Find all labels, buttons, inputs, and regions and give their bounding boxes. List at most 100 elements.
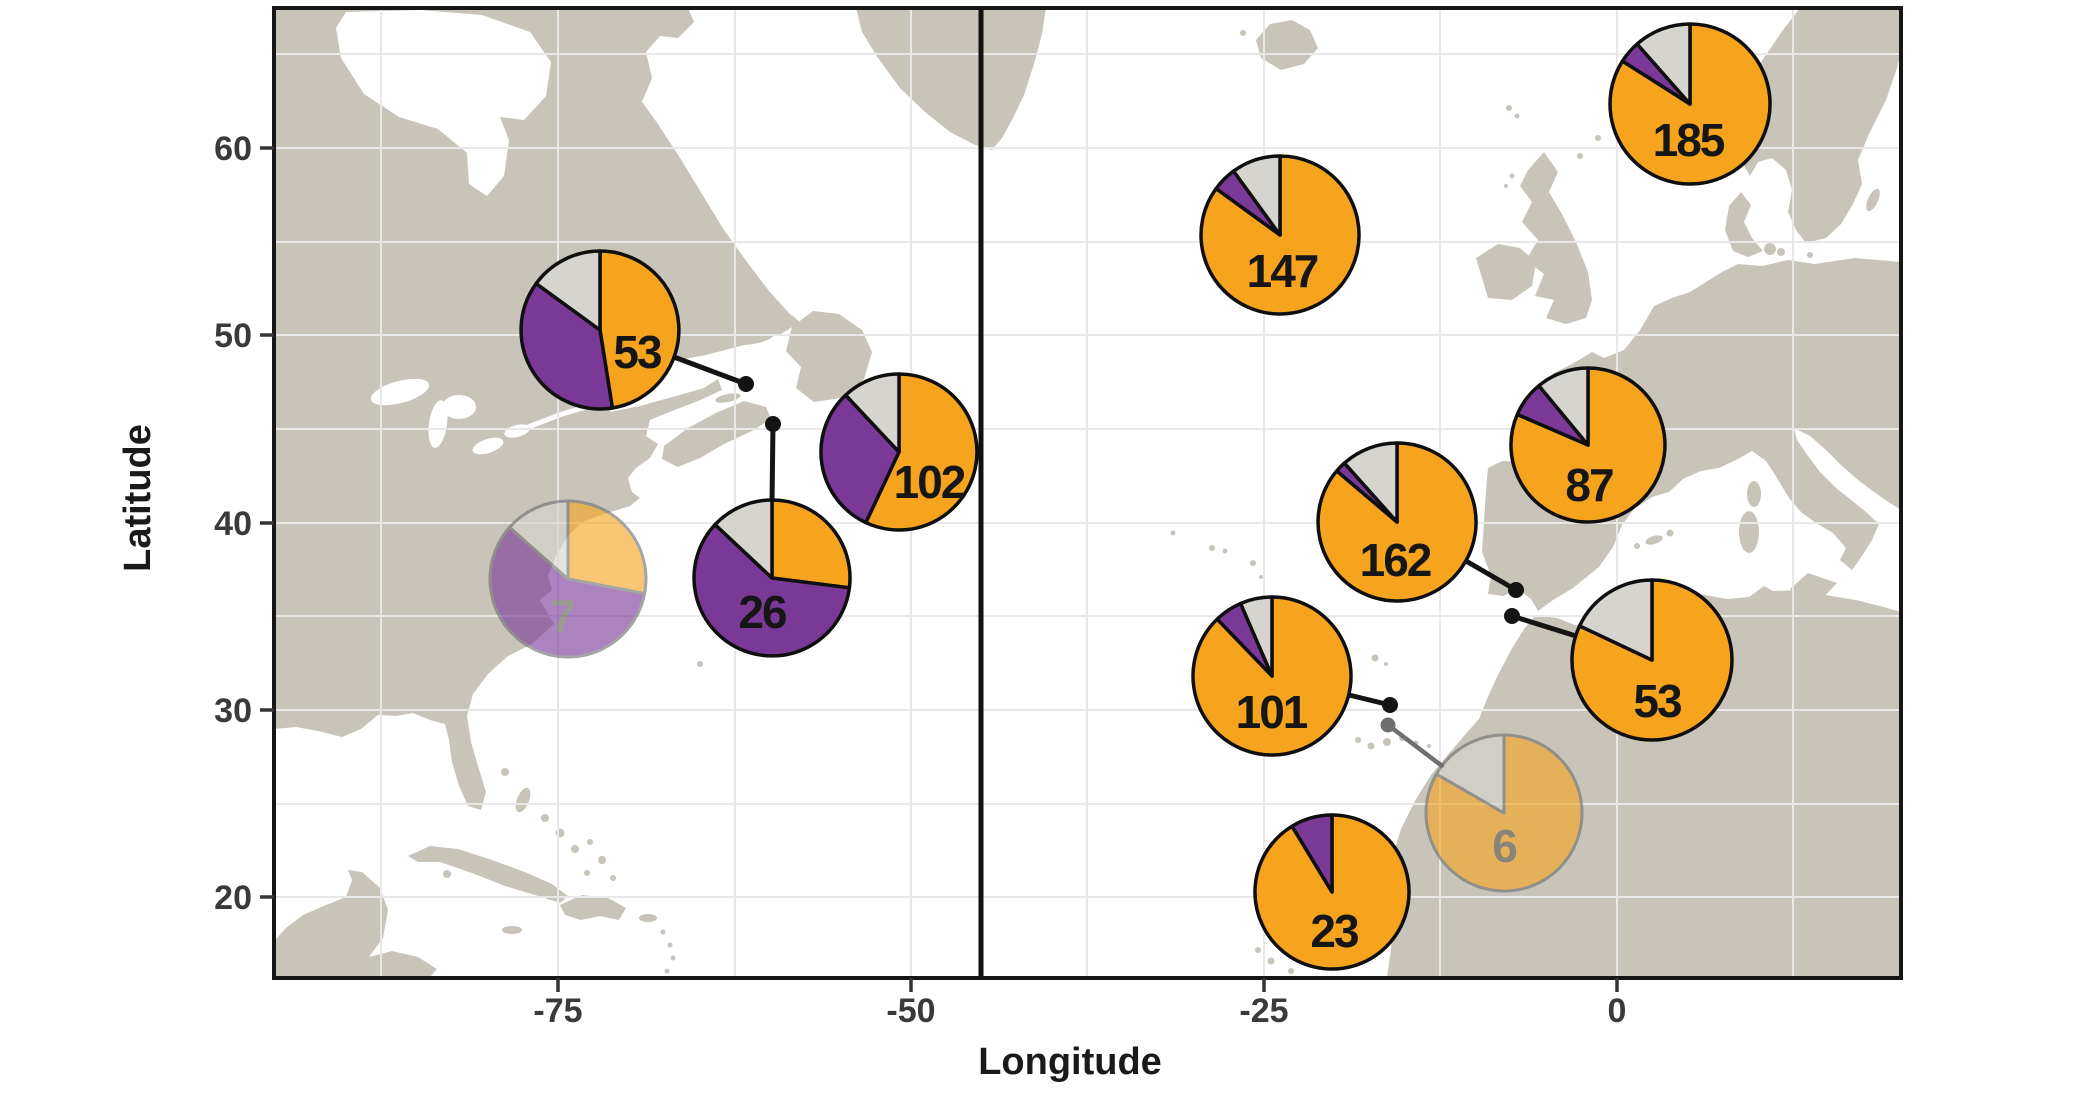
pie-count-label: 185 (1653, 114, 1725, 166)
pie-slice-purple (692, 522, 852, 658)
land-north-america (274, 8, 800, 810)
hudson-bay (336, 10, 551, 196)
antilles-3 (670, 955, 676, 961)
pie-23: 23 (1253, 813, 1411, 971)
antilles-1 (660, 929, 666, 935)
faroe-islands (1506, 105, 1512, 111)
pie-slice-gray (534, 249, 602, 332)
anchor-dot (1380, 717, 1396, 733)
canary-3 (1383, 738, 1391, 746)
canary-1 (1355, 737, 1361, 743)
pie-count-label: 7 (550, 590, 574, 642)
faroe-islet (1514, 113, 1520, 119)
bahamas-5 (571, 845, 579, 853)
bahamas-6 (587, 839, 593, 845)
orkney (1577, 153, 1583, 159)
pie-7: 7 (488, 499, 648, 659)
anchor-dot (1508, 582, 1524, 598)
pie-162: 162 (1316, 441, 1478, 603)
sardinia (1739, 511, 1759, 553)
bahamas-2 (515, 787, 531, 813)
axis-layer: -75 -50 -25 0 60 50 40 30 20 (214, 130, 1626, 1030)
pie-6: 6 (1424, 733, 1584, 893)
shetland (1595, 135, 1601, 141)
pie-slice-purple (1290, 813, 1334, 894)
x-tick-label: 0 (1608, 992, 1627, 1030)
pie-53: 53 (1570, 578, 1734, 742)
land-yucatan (274, 870, 437, 977)
bornholm (1807, 252, 1813, 258)
pie-102: 102 (819, 372, 979, 532)
anchor-dot (1504, 608, 1520, 624)
pie-count-label: 102 (894, 456, 965, 508)
iceland-islet (1240, 30, 1246, 36)
y-axis-title: Latitude (117, 424, 159, 572)
land-layer (274, 8, 1901, 977)
pie-slice-gray (1635, 22, 1692, 106)
puerto-rico (639, 914, 657, 922)
pie-count-label: 26 (738, 586, 786, 638)
pie-count-label: 101 (1236, 686, 1308, 738)
pie-slice-purple (519, 281, 615, 411)
madeira (1371, 654, 1379, 662)
bahamas-7 (598, 856, 606, 864)
bermuda (697, 661, 703, 667)
y-tick-label: 20 (214, 879, 252, 917)
panel-border (272, 6, 1903, 980)
pie-slice-gray (1231, 154, 1282, 237)
pie-count-label: 53 (1633, 675, 1681, 727)
hebrides-1 (1509, 173, 1515, 179)
leader-line-layer (671, 354, 1579, 769)
pie-count-label: 87 (1565, 459, 1613, 511)
pie-count-label: 147 (1247, 245, 1318, 297)
menorca (1666, 529, 1674, 537)
pie-26: 26 (692, 498, 852, 658)
pie-slice-gray (1434, 733, 1506, 815)
land-hispaniola (560, 895, 626, 920)
funen (1777, 248, 1785, 256)
pie-slice-gray (1537, 366, 1590, 447)
bahamas-3 (541, 814, 549, 822)
canary-6 (1427, 744, 1431, 748)
azores-4 (1250, 560, 1256, 566)
pie-count-label: 6 (1492, 820, 1516, 872)
land-greenland (856, 8, 1046, 150)
leader-line (671, 354, 749, 387)
leader-line (1385, 722, 1445, 769)
pie-slice-orange (770, 498, 852, 590)
bahamas-8 (584, 870, 590, 876)
canary-2 (1367, 742, 1375, 750)
azores-5 (1259, 575, 1263, 579)
leader-line (1463, 558, 1519, 593)
ibiza (1634, 543, 1640, 549)
pie-slice-gray (843, 372, 901, 454)
pie-slice-orange (864, 372, 979, 532)
land-newfoundland (786, 311, 872, 402)
x-tick-label: -75 (533, 992, 582, 1030)
land-great-britain (1520, 152, 1592, 324)
pie-slice-orange (598, 249, 681, 410)
pie-slice-gray (508, 499, 570, 581)
x-tick-label: -25 (1239, 992, 1288, 1030)
leader-line (769, 421, 776, 506)
lake-ontario (504, 424, 530, 438)
azores-1 (1170, 530, 1176, 536)
anchor-dot (738, 376, 754, 392)
antilles-4 (664, 968, 670, 974)
land-scandinavia (1702, 8, 1901, 243)
pie-53: 53 (519, 249, 681, 411)
antilles-2 (667, 942, 673, 948)
lake-michigan (428, 400, 448, 448)
mallorca (1645, 535, 1663, 545)
y-tick-label: 60 (214, 130, 252, 168)
bahamas-9 (610, 875, 616, 881)
land-iceland (1256, 20, 1318, 70)
pie-slice-purple (488, 525, 647, 659)
y-tick-label: 50 (214, 317, 252, 355)
pie-slice-gray (1577, 578, 1654, 662)
land-denmark (1725, 192, 1763, 257)
pie-slice-gray (713, 498, 774, 580)
leader-line (1509, 613, 1579, 639)
azores-3 (1222, 548, 1228, 554)
y-tick-label: 30 (214, 692, 252, 730)
